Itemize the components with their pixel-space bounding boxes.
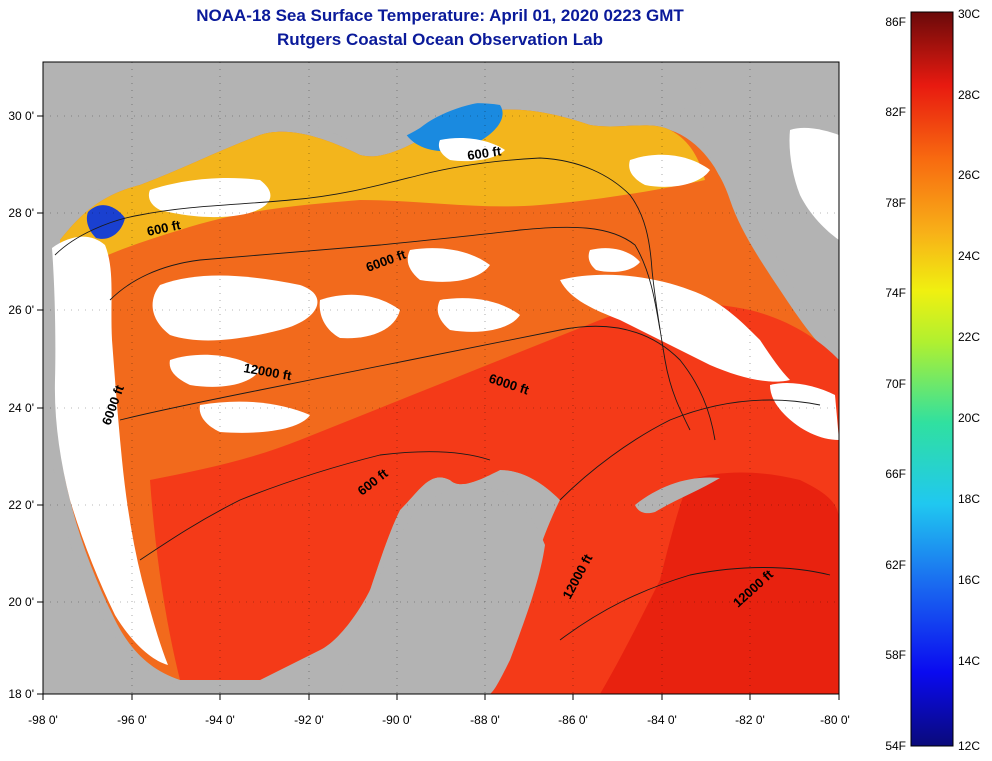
colorbar-f-label: 62F (885, 558, 906, 572)
map-layer: 600 ft 600 ft 6000 ft 12000 ft 6000 ft 6… (43, 62, 839, 694)
y-tick-label: 26 0' (8, 303, 34, 317)
us-gulf-coast-land (43, 62, 700, 230)
cuba-land (635, 477, 720, 514)
cold-nearshore-west (86, 205, 125, 239)
y-tick-label: 30 0' (8, 109, 34, 123)
y-tick-label: 28 0' (8, 206, 34, 220)
colorbar-celsius-labels: 30C 28C 26C 24C 22C 20C 18C 16C 14C 12C (958, 7, 980, 753)
x-axis-labels: -98 0' -96 0' -94 0' -92 0' -90 0' -88 0… (28, 713, 850, 727)
y-tick-label: 20 0' (8, 595, 34, 609)
colorbar-c-label: 22C (958, 330, 980, 344)
colorbar-f-label: 74F (885, 286, 906, 300)
x-tick-label: -82 0' (735, 713, 765, 727)
x-tick-label: -84 0' (647, 713, 677, 727)
colorbar-c-label: 18C (958, 492, 980, 506)
x-tick-label: -90 0' (382, 713, 412, 727)
map-title-line2: Rutgers Coastal Ocean Observation Lab (277, 30, 603, 49)
x-tick-label: -88 0' (470, 713, 500, 727)
colorbar-c-label: 30C (958, 7, 980, 21)
colorbar-c-label: 26C (958, 168, 980, 182)
y-tick-label: 24 0' (8, 401, 34, 415)
x-tick-label: -96 0' (117, 713, 147, 727)
temperature-colorbar: 86F 82F 78F 74F 70F 66F 62F 58F 54F 30C … (885, 7, 980, 753)
x-tick-label: -94 0' (205, 713, 235, 727)
colorbar-f-label: 70F (885, 377, 906, 391)
mexico-land (43, 240, 175, 694)
y-tick-label: 22 0' (8, 498, 34, 512)
x-tick-label: -80 0' (820, 713, 850, 727)
colorbar-f-label: 78F (885, 196, 906, 210)
colorbar-f-label: 58F (885, 648, 906, 662)
x-tick-label: -92 0' (294, 713, 324, 727)
colorbar-c-label: 12C (958, 739, 980, 753)
y-tick-label: 18 0' (8, 687, 34, 701)
x-tick-label: -98 0' (28, 713, 58, 727)
y-axis-labels: 30 0' 28 0' 26 0' 24 0' 22 0' 20 0' 18 0… (8, 109, 34, 701)
x-tick-label: -86 0' (558, 713, 588, 727)
tick-marks (37, 115, 840, 700)
colorbar-fahrenheit-labels: 86F 82F 78F 74F 70F 66F 62F 58F 54F (885, 15, 906, 753)
colorbar-c-label: 14C (958, 654, 980, 668)
colorbar-f-label: 66F (885, 467, 906, 481)
contour-label-600-nw: 600 ft (146, 217, 183, 239)
map-title-line1: NOAA-18 Sea Surface Temperature: April 0… (196, 6, 684, 25)
map-border (42, 61, 840, 695)
yucatan-land (340, 488, 545, 694)
colorbar-f-label: 82F (885, 105, 906, 119)
cloud-cover (52, 127, 839, 665)
colorbar-f-label: 86F (885, 15, 906, 29)
colorbar-c-label: 16C (958, 573, 980, 587)
contour-label-600-n: 600 ft (466, 143, 502, 163)
bathymetry-contours (54, 157, 831, 641)
colorbar-c-label: 28C (958, 88, 980, 102)
lat-lon-grid (43, 62, 839, 694)
colorbar-c-label: 24C (958, 249, 980, 263)
colorbar-f-label: 54F (885, 739, 906, 753)
caribbean-hot-water (600, 472, 839, 694)
shelf-cool-water (60, 109, 705, 280)
colorbar-gradient (910, 11, 954, 747)
colorbar-c-label: 20C (958, 411, 980, 425)
